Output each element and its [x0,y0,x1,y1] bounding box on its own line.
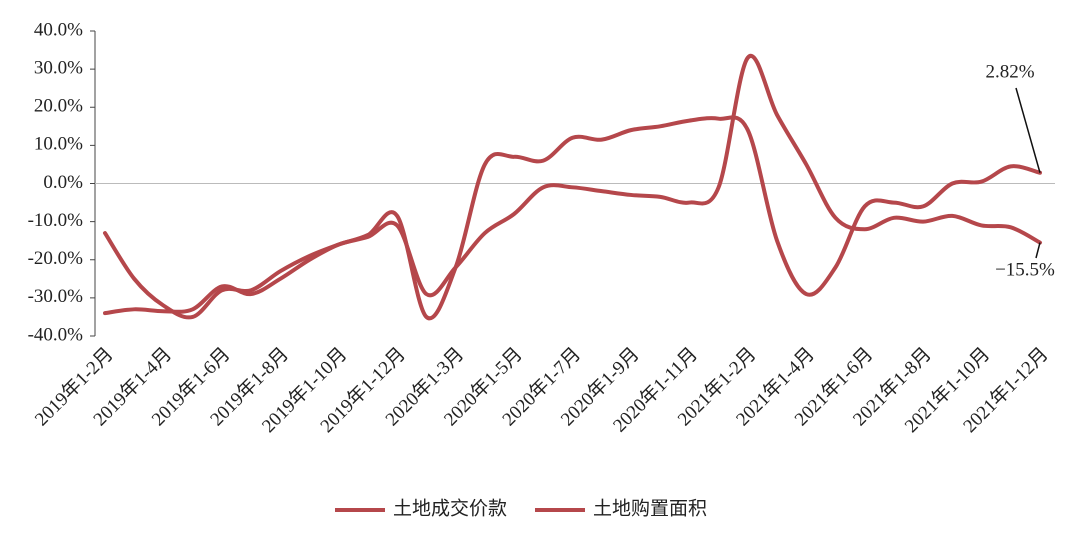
y-tick-label: -30.0% [28,286,84,307]
value-label: 2.82% [985,61,1034,82]
y-tick-label: 0.0% [43,172,83,193]
y-tick-label: -40.0% [28,324,84,345]
annotation-leader [1035,242,1041,259]
y-tick-label: 40.0% [34,19,83,40]
y-tick-label: 20.0% [34,96,83,117]
series-line [103,53,1042,316]
legend-label: 土地购置面积 [593,497,707,519]
value-label: −15.5% [995,259,1055,280]
series-line [103,115,1042,321]
y-tick-label: 10.0% [34,134,83,155]
y-tick-label: -20.0% [28,248,84,269]
legend-label: 土地成交价款 [393,497,507,519]
y-tick-label: 30.0% [34,57,83,78]
annotation-leader [1015,87,1041,173]
y-tick-label: -10.0% [28,210,84,231]
